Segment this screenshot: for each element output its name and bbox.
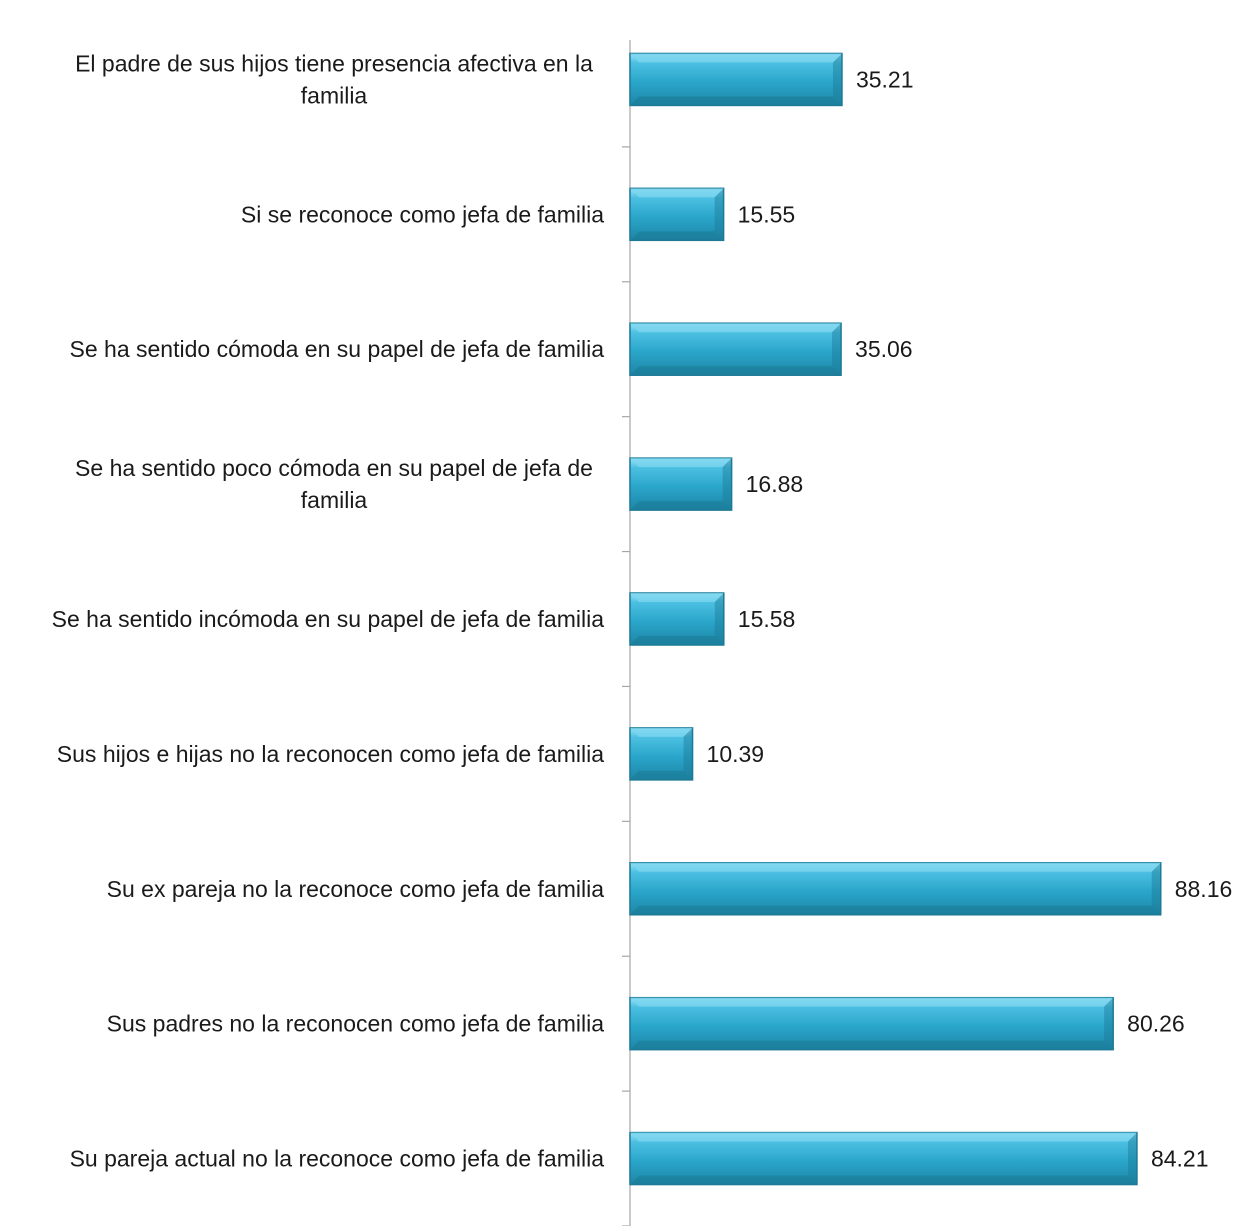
bar-bevel-top bbox=[630, 727, 693, 737]
bar-bevel-right bbox=[1127, 1132, 1137, 1185]
category-label: Se ha sentido incómoda en su papel de je… bbox=[52, 606, 605, 632]
category-label: familia bbox=[301, 82, 368, 108]
bar-bevel-right bbox=[714, 188, 724, 241]
bar bbox=[629, 727, 694, 781]
category-label: Su ex pareja no la reconoce como jefa de… bbox=[107, 876, 605, 902]
bar bbox=[629, 52, 843, 107]
bar bbox=[629, 457, 733, 511]
bar bbox=[629, 187, 725, 242]
bar-bevel-right bbox=[1151, 862, 1161, 915]
bar bbox=[629, 592, 725, 646]
bar-bevel-right bbox=[714, 593, 724, 645]
data-label: 10.39 bbox=[707, 741, 765, 767]
category-label: Se ha sentido poco cómoda en su papel de… bbox=[75, 455, 593, 481]
bar-bevel-top bbox=[630, 997, 1114, 1007]
bar bbox=[629, 322, 842, 376]
bar-bevel-right bbox=[683, 727, 693, 780]
bar-bevel-bottom bbox=[630, 366, 842, 376]
bar-bevel-bottom bbox=[630, 770, 693, 780]
data-label: 84.21 bbox=[1151, 1146, 1209, 1172]
bar-bevel-bottom bbox=[630, 1175, 1137, 1185]
data-label: 35.06 bbox=[855, 336, 913, 362]
bars-layer bbox=[629, 52, 1162, 1186]
data-label: 15.55 bbox=[738, 201, 796, 227]
bar-bevel-right bbox=[832, 323, 842, 376]
bar-bevel-bottom bbox=[630, 501, 732, 511]
data-label: 16.88 bbox=[746, 471, 804, 497]
data-label: 88.16 bbox=[1175, 876, 1233, 902]
axis-layer bbox=[622, 40, 631, 1227]
bar-bevel-bottom bbox=[630, 231, 724, 241]
bar-bevel-right bbox=[1104, 997, 1114, 1050]
category-label: El padre de sus hijos tiene presencia af… bbox=[75, 50, 593, 76]
bar bbox=[629, 996, 1114, 1051]
bar-bevel-top bbox=[630, 323, 842, 333]
category-label: Se ha sentido cómoda en su papel de jefa… bbox=[70, 336, 605, 362]
data-label: 15.58 bbox=[738, 606, 796, 632]
bar-bevel-top bbox=[630, 593, 724, 602]
data-label: 35.21 bbox=[856, 66, 914, 92]
bar-bevel-bottom bbox=[630, 636, 724, 645]
category-label: Si se reconoce como jefa de familia bbox=[241, 201, 604, 227]
bar-bevel-top bbox=[630, 188, 724, 198]
bar-bevel-bottom bbox=[630, 96, 842, 106]
category-label: Sus hijos e hijas no la reconocen como j… bbox=[57, 741, 604, 767]
category-label: Sus padres no la reconocen como jefa de … bbox=[107, 1011, 605, 1037]
bar-bevel-top bbox=[630, 862, 1161, 872]
bar-bevel-right bbox=[832, 53, 842, 106]
bar-bevel-top bbox=[630, 1132, 1137, 1142]
bar bbox=[629, 862, 1162, 916]
bar-bevel-bottom bbox=[630, 905, 1161, 915]
bar-bevel-bottom bbox=[630, 1040, 1114, 1050]
bar-bevel-top bbox=[630, 53, 842, 63]
bar bbox=[629, 1131, 1138, 1186]
bar-bevel-right bbox=[722, 458, 732, 511]
category-label: Su pareja actual no la reconoce como jef… bbox=[70, 1146, 605, 1172]
labels-layer: 35.21 El padre de sus hijos tiene presenc… bbox=[52, 50, 1233, 1171]
category-label: familia bbox=[301, 487, 368, 513]
data-label: 80.26 bbox=[1127, 1011, 1185, 1037]
bar-bevel-top bbox=[630, 458, 732, 468]
